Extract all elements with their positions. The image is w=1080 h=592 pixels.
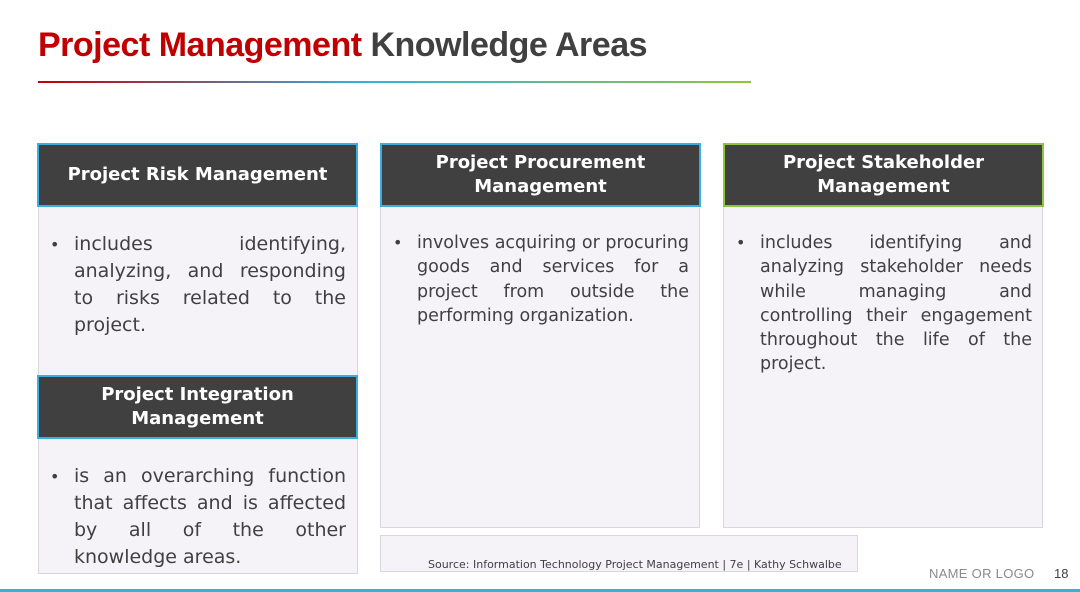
integration-heading-line2: Management: [131, 408, 264, 429]
title-rest: Knowledge Areas: [370, 26, 648, 64]
bullet-dot-icon: •: [736, 233, 746, 252]
title-underline: [38, 81, 751, 83]
title-highlight: Project Management: [38, 26, 362, 64]
source-box: [380, 535, 858, 572]
procurement-bullet-text: involves acquiring or procuring goods an…: [417, 233, 689, 326]
bullet-dot-icon: •: [50, 467, 60, 486]
logo-placeholder: NAME OR LOGO: [929, 566, 1035, 581]
bullet-dot-icon: •: [393, 233, 403, 252]
procurement-heading-line1: Project Procurement: [435, 152, 646, 173]
slide-title: Project Management Knowledge Areas: [38, 26, 648, 65]
integration-card-body: [38, 437, 358, 574]
stakeholder-card-body: [723, 205, 1043, 528]
procurement-bullet: • involves acquiring or procuring goods …: [381, 231, 689, 328]
stakeholder-bullet-text: includes identifying and analyzing stake…: [760, 233, 1032, 375]
integration-bullet-text: is an overarching function that affects …: [74, 465, 346, 568]
footer-accent-line: [0, 589, 1080, 592]
integration-heading-line1: Project Integration: [101, 384, 294, 405]
risk-card-header: Project Risk Management: [37, 143, 358, 207]
risk-card-body: [38, 205, 358, 377]
risk-bullet: • includes identifying, analyzing, and r…: [38, 231, 346, 339]
stakeholder-heading-line1: Project Stakeholder: [782, 152, 985, 173]
risk-card-heading: Project Risk Management: [67, 164, 328, 185]
procurement-card-header: Project Procurement Management: [380, 143, 701, 207]
source-citation: Source: Information Technology Project M…: [428, 558, 842, 571]
stakeholder-heading-line2: Management: [817, 176, 950, 197]
bullet-dot-icon: •: [50, 235, 60, 254]
integration-card-header: Project Integration Management: [37, 375, 358, 439]
risk-bullet-text: includes identifying, analyzing, and res…: [74, 233, 346, 336]
page-number: 18: [1054, 566, 1069, 581]
stakeholder-bullet: • includes identifying and analyzing sta…: [724, 231, 1032, 377]
stakeholder-card-header: Project Stakeholder Management: [723, 143, 1044, 207]
procurement-heading-line2: Management: [474, 176, 607, 197]
integration-bullet: • is an overarching function that affect…: [38, 463, 346, 571]
procurement-card-body: [380, 205, 700, 528]
